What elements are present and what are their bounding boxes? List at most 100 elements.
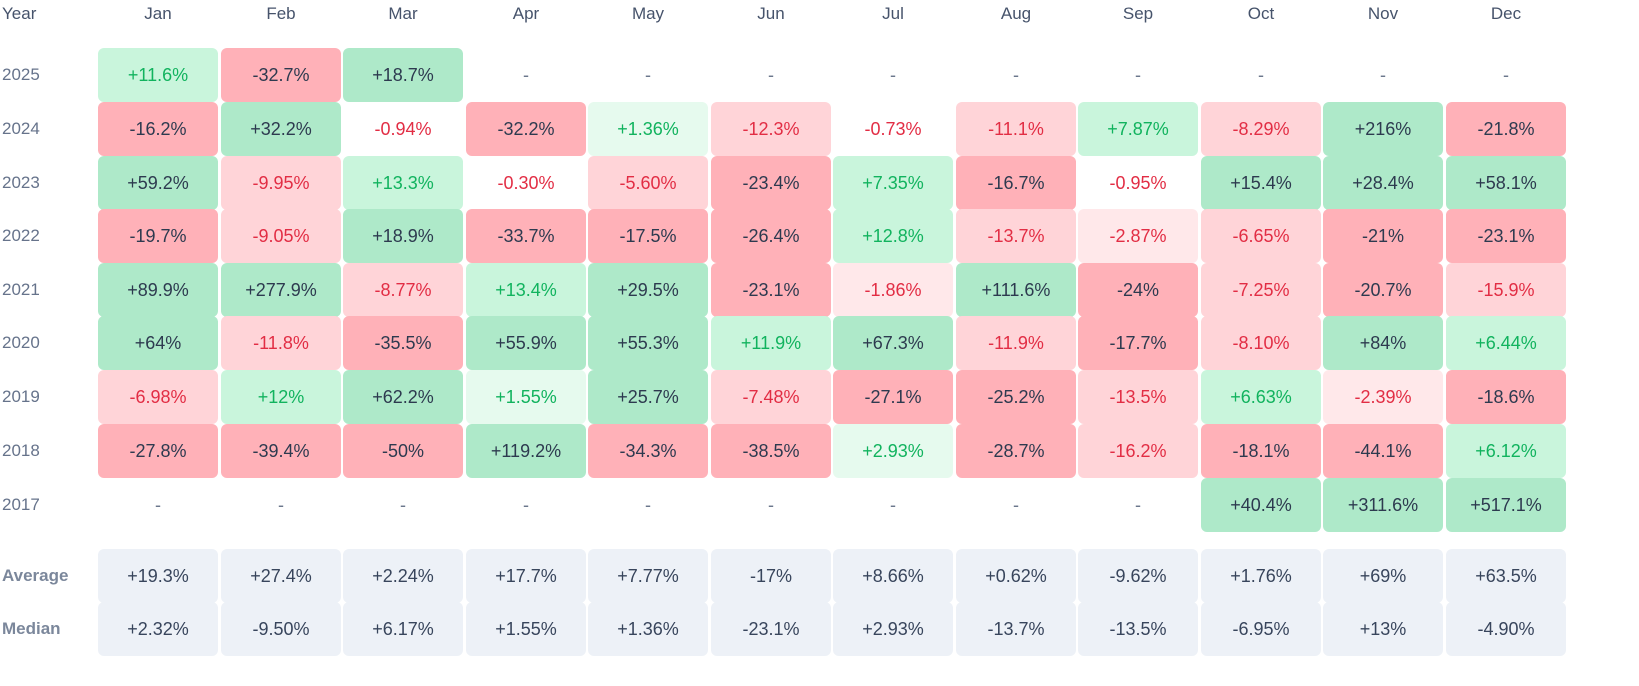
return-cell: +1.36% bbox=[588, 102, 708, 156]
summary-cell: -6.95% bbox=[1201, 602, 1321, 656]
return-cell: - bbox=[1380, 65, 1386, 85]
return-cell: - bbox=[645, 495, 651, 515]
return-cell: -16.7% bbox=[956, 156, 1076, 210]
summary-cell: -23.1% bbox=[711, 602, 831, 656]
return-cell: -32.2% bbox=[466, 102, 586, 156]
return-cell: - bbox=[890, 495, 896, 515]
month-header: Sep bbox=[1122, 4, 1154, 23]
return-cell: -8.29% bbox=[1201, 102, 1321, 156]
return-cell: +11.9% bbox=[711, 316, 831, 370]
return-cell: -7.25% bbox=[1201, 263, 1321, 317]
return-cell: -28.7% bbox=[956, 424, 1076, 478]
summary-cell: +1.36% bbox=[588, 602, 708, 656]
return-cell: -39.4% bbox=[221, 424, 341, 478]
return-cell: -9.95% bbox=[221, 156, 341, 210]
return-cell: -6.98% bbox=[98, 370, 218, 424]
return-cell: +111.6% bbox=[956, 263, 1076, 317]
return-cell: -0.30% bbox=[497, 173, 555, 193]
return-cell: +64% bbox=[98, 316, 218, 370]
return-cell: +58.1% bbox=[1446, 156, 1566, 210]
return-cell: -23.1% bbox=[1446, 209, 1566, 263]
return-cell: +59.2% bbox=[98, 156, 218, 210]
summary-cell: +0.62% bbox=[956, 549, 1076, 603]
summary-cell: -17% bbox=[711, 549, 831, 603]
return-cell: -38.5% bbox=[711, 424, 831, 478]
return-cell: +12.8% bbox=[833, 209, 953, 263]
summary-cell: +27.4% bbox=[221, 549, 341, 603]
return-cell: -18.6% bbox=[1446, 370, 1566, 424]
summary-cell: +13% bbox=[1323, 602, 1443, 656]
return-cell: -8.77% bbox=[343, 263, 463, 317]
return-cell: - bbox=[1013, 65, 1019, 85]
summary-cell: +7.77% bbox=[588, 549, 708, 603]
return-cell: -35.5% bbox=[343, 316, 463, 370]
year-label: 2025 bbox=[2, 65, 40, 84]
return-cell: - bbox=[890, 65, 896, 85]
year-label: 2021 bbox=[2, 280, 40, 299]
return-cell: - bbox=[400, 495, 406, 515]
summary-cell: -13.7% bbox=[956, 602, 1076, 656]
return-cell: -9.05% bbox=[221, 209, 341, 263]
return-cell: +55.9% bbox=[466, 316, 586, 370]
month-header: May bbox=[631, 4, 665, 23]
summary-cell: +17.7% bbox=[466, 549, 586, 603]
month-header: Apr bbox=[512, 4, 540, 23]
return-cell: -20.7% bbox=[1323, 263, 1443, 317]
return-cell: -6.65% bbox=[1201, 209, 1321, 263]
summary-cell: -4.90% bbox=[1446, 602, 1566, 656]
return-cell: -12.3% bbox=[711, 102, 831, 156]
summary-label: Median bbox=[2, 619, 61, 638]
return-cell: -18.1% bbox=[1201, 424, 1321, 478]
return-cell: - bbox=[155, 495, 161, 515]
month-header: Dec bbox=[1490, 4, 1522, 23]
return-cell: -2.39% bbox=[1323, 370, 1443, 424]
return-cell: -21% bbox=[1323, 209, 1443, 263]
return-cell: -32.7% bbox=[221, 48, 341, 102]
return-cell: +32.2% bbox=[221, 102, 341, 156]
return-cell: -19.7% bbox=[98, 209, 218, 263]
month-header: Jan bbox=[144, 4, 172, 23]
return-cell: -11.9% bbox=[956, 316, 1076, 370]
return-cell: -50% bbox=[343, 424, 463, 478]
return-cell: -34.3% bbox=[588, 424, 708, 478]
return-cell: - bbox=[523, 495, 529, 515]
return-cell: -27.8% bbox=[98, 424, 218, 478]
return-cell: -0.95% bbox=[1109, 173, 1167, 193]
return-cell: -17.5% bbox=[588, 209, 708, 263]
return-cell: -11.1% bbox=[956, 102, 1076, 156]
return-cell: -8.10% bbox=[1201, 316, 1321, 370]
return-cell: - bbox=[1135, 495, 1141, 515]
return-cell: +119.2% bbox=[466, 424, 586, 478]
return-cell: +89.9% bbox=[98, 263, 218, 317]
year-label: 2019 bbox=[2, 387, 40, 406]
return-cell: -33.7% bbox=[466, 209, 586, 263]
summary-cell: +1.76% bbox=[1201, 549, 1321, 603]
return-cell: +13.3% bbox=[343, 156, 463, 210]
return-cell: -7.48% bbox=[711, 370, 831, 424]
summary-cell: +8.66% bbox=[833, 549, 953, 603]
return-cell: +216% bbox=[1323, 102, 1443, 156]
return-cell: -16.2% bbox=[98, 102, 218, 156]
summary-cell: +63.5% bbox=[1446, 549, 1566, 603]
return-cell: - bbox=[1258, 65, 1264, 85]
return-cell: -13.7% bbox=[956, 209, 1076, 263]
return-cell: -23.4% bbox=[711, 156, 831, 210]
return-cell: -24% bbox=[1078, 263, 1198, 317]
return-cell: +18.9% bbox=[343, 209, 463, 263]
return-cell: +25.7% bbox=[588, 370, 708, 424]
return-cell: +67.3% bbox=[833, 316, 953, 370]
return-cell: -5.60% bbox=[588, 156, 708, 210]
return-cell: +84% bbox=[1323, 316, 1443, 370]
return-cell: - bbox=[645, 65, 651, 85]
return-cell: - bbox=[1503, 65, 1509, 85]
return-cell: -21.8% bbox=[1446, 102, 1566, 156]
summary-cell: +2.24% bbox=[343, 549, 463, 603]
summary-cell: +19.3% bbox=[98, 549, 218, 603]
return-cell: -15.9% bbox=[1446, 263, 1566, 317]
month-header: Oct bbox=[1247, 4, 1275, 23]
summary-cell: +69% bbox=[1323, 549, 1443, 603]
month-header: Nov bbox=[1367, 4, 1399, 23]
month-header: Aug bbox=[1000, 4, 1032, 23]
return-cell: -25.2% bbox=[956, 370, 1076, 424]
